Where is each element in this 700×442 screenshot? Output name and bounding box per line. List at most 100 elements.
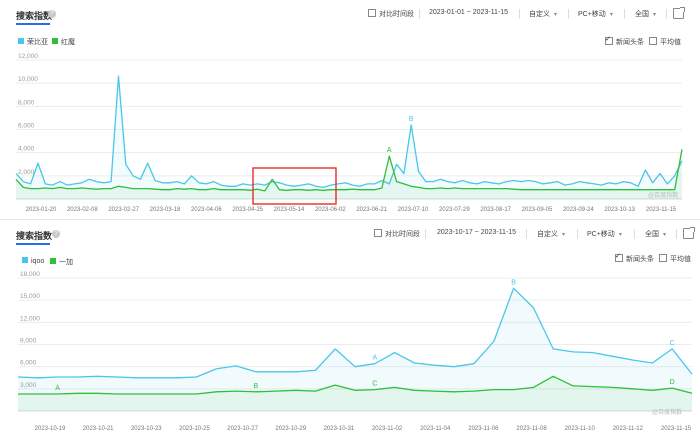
device-dropdown[interactable]: PC+移动 ▾	[587, 231, 622, 238]
legend-item-series-2[interactable]: 一加	[50, 257, 73, 267]
date-range-picker[interactable]: 2023-10-17 ~ 2023-11-15	[437, 229, 517, 236]
annotation-marker: B	[511, 279, 516, 286]
region-dropdown[interactable]: 全国 ▾	[645, 231, 667, 238]
region-dropdown[interactable]: 全国 ▾	[635, 11, 657, 18]
x-tick-label: 2023-11-10	[565, 426, 596, 432]
chevron-down-icon: ▾	[663, 232, 667, 238]
x-tick-label: 2023-01-20	[26, 207, 57, 213]
top-toolbar: 搜索指数 ? 对比时间段 2023-01-01 ~ 2023-11-15 自定义…	[0, 0, 700, 26]
x-tick-label: 2023-08-17	[480, 207, 511, 213]
search-index-chart-bottom[interactable]: 18,000 15,000 12,000 9,000 6,000 3,000 2023-10…	[0, 220, 700, 442]
search-index-chart-top[interactable]: 12,000 10,000 8,000 6,000 4,000 2,000 2023-01-…	[0, 0, 700, 216]
annotation-marker: B	[254, 383, 259, 390]
checkbox-icon	[659, 254, 667, 262]
series-area	[18, 376, 692, 411]
y-tick-label: 3,000	[20, 382, 37, 389]
custom-dropdown[interactable]: 自定义 ▾	[529, 11, 558, 18]
x-tick-label: 2023-10-19	[35, 426, 66, 432]
chevron-down-icon: ▾	[609, 12, 613, 18]
x-tick-label: 2023-03-18	[150, 207, 181, 213]
legend-swatch	[50, 258, 56, 264]
divider	[568, 9, 569, 19]
title-underline	[16, 243, 50, 245]
divider	[676, 229, 677, 239]
divider	[519, 9, 520, 19]
bottom-toolbar: 搜索指数 ? 对比时间段 2023-10-17 ~ 2023-11-15 自定义…	[0, 220, 700, 246]
x-tick-label: 2023-11-15	[661, 426, 692, 432]
checkbox-checked-icon	[605, 35, 613, 45]
title-underline	[16, 23, 50, 25]
annotation-marker: A	[55, 385, 60, 392]
checkbox-icon	[368, 9, 376, 17]
series-line	[15, 149, 683, 192]
series-line	[18, 375, 693, 395]
annotation-marker: A	[372, 355, 377, 362]
x-tick-label: 2023-06-02	[315, 207, 346, 213]
x-tick-label: 2023-07-29	[439, 207, 470, 213]
divider	[634, 229, 635, 239]
x-tick-label: 2023-11-15	[646, 207, 677, 213]
x-tick-label: 2023-02-08	[67, 207, 98, 213]
page-title: 搜索指数	[16, 11, 53, 21]
y-tick-label: 8,000	[18, 99, 35, 106]
series-line	[15, 75, 683, 189]
custom-dropdown[interactable]: 自定义 ▾	[537, 231, 566, 238]
y-tick-label: 18,000	[20, 271, 40, 278]
y-tick-label: 12,000	[18, 53, 38, 60]
series-area	[18, 288, 692, 411]
date-range-picker[interactable]: 2023-01-01 ~ 2023-11-15	[429, 9, 509, 16]
news-checkbox[interactable]: 新闻头条	[615, 252, 654, 264]
legend-swatch	[18, 38, 24, 44]
legend-item-series-2[interactable]: 红魔	[52, 37, 75, 47]
bottom-panel: 搜索指数 ? 对比时间段 2023-10-17 ~ 2023-11-15 自定义…	[0, 219, 700, 442]
average-checkbox[interactable]: 平均值	[649, 37, 681, 47]
x-tick-label: 2023-10-23	[131, 426, 162, 432]
divider	[419, 9, 420, 19]
legend-swatch	[22, 257, 28, 263]
annotation-marker: D	[670, 379, 675, 386]
x-tick-label: 2023-11-04	[420, 426, 451, 432]
watermark: @百度指数	[652, 410, 683, 416]
divider	[425, 229, 426, 239]
chevron-down-icon: ▾	[554, 12, 558, 18]
divider	[666, 9, 667, 19]
news-checkbox[interactable]: 新闻头条	[605, 35, 644, 47]
x-tick-label: 2023-04-06	[191, 207, 222, 213]
y-tick-label: 10,000	[18, 76, 38, 83]
x-tick-label: 2023-10-21	[83, 426, 114, 432]
x-tick-label: 2023-04-25	[232, 207, 263, 213]
top-panel: 搜索指数 ? 对比时间段 2023-01-01 ~ 2023-11-15 自定义…	[0, 0, 700, 216]
watermark: @百度指数	[648, 193, 679, 199]
x-tick-label: 2023-11-06	[468, 426, 499, 432]
average-checkbox[interactable]: 平均值	[659, 254, 691, 264]
help-icon[interactable]: ?	[48, 10, 56, 18]
external-link-icon[interactable]	[683, 227, 695, 239]
x-tick-label: 2023-07-10	[398, 207, 429, 213]
divider	[624, 9, 625, 19]
y-tick-label: 12,000	[20, 315, 40, 322]
chevron-down-icon: ▾	[562, 232, 566, 238]
legend-item-series-1[interactable]: iqoo	[22, 257, 44, 265]
x-tick-label: 2023-11-12	[613, 426, 644, 432]
checkbox-checked-icon	[615, 252, 623, 262]
x-tick-label: 2023-02-27	[108, 207, 139, 213]
x-tick-label: 2023-10-27	[227, 426, 258, 432]
annotation-marker: C	[372, 381, 377, 388]
device-dropdown[interactable]: PC+移动 ▾	[578, 11, 613, 18]
legend-item-series-1[interactable]: 荣比亚	[18, 37, 48, 47]
x-tick-label: 2023-10-25	[179, 426, 210, 432]
external-link-icon[interactable]	[673, 7, 685, 19]
x-tick-label: 2023-09-05	[522, 207, 553, 213]
compare-checkbox[interactable]: 对比时间段	[368, 9, 414, 19]
annotation-marker: A	[387, 147, 392, 154]
y-tick-label: 2,000	[18, 169, 35, 176]
series-line	[17, 287, 693, 379]
help-icon[interactable]: ?	[52, 230, 60, 238]
y-tick-label: 15,000	[20, 293, 40, 300]
page-title: 搜索指数	[16, 231, 53, 241]
annotation-marker: B	[409, 116, 414, 123]
compare-checkbox[interactable]: 对比时间段	[374, 229, 420, 239]
chevron-down-icon: ▾	[618, 232, 622, 238]
series-area	[16, 149, 682, 199]
chevron-down-icon: ▾	[653, 12, 657, 18]
